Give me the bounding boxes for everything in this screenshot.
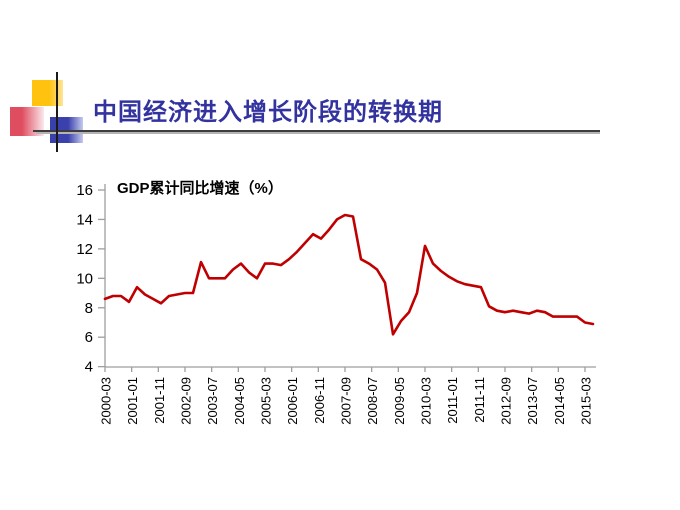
y-axis-label: 14: [76, 211, 93, 228]
x-axis-label: 2006-01: [285, 377, 300, 425]
y-axis-label: 6: [85, 329, 93, 346]
x-axis-label: 2001-01: [125, 377, 140, 425]
x-axis-label: 2012-09: [499, 377, 514, 425]
x-axis-label: 2002-09: [179, 377, 194, 425]
title-underline-shadow: [36, 132, 600, 134]
x-axis-label: 2009-05: [392, 377, 407, 425]
x-axis-label: 2011-01: [445, 377, 460, 424]
x-axis-label: 2007-09: [339, 377, 354, 425]
y-axis-label: 10: [76, 270, 93, 287]
y-axis-label: 8: [85, 300, 93, 317]
x-axis-label: 2004-05: [232, 377, 247, 425]
y-axis-label: 12: [76, 241, 93, 258]
x-axis-label: 2011-11: [472, 377, 487, 423]
title-underline: [33, 130, 600, 132]
x-axis-label: 2001-11: [152, 377, 167, 424]
y-axis-label: 4: [85, 359, 93, 376]
gdp-series-line: [103, 213, 595, 336]
x-axis-label: 2010-03: [419, 377, 434, 425]
x-axis-label: 2000-03: [99, 377, 114, 425]
decoration-vertical-line: [56, 72, 58, 152]
x-axis-label: 2003-07: [205, 377, 220, 425]
x-axis-label: 2006-11: [312, 377, 327, 424]
x-axis-label: 2014-05: [552, 377, 567, 425]
x-axis-label: 2013-07: [525, 377, 540, 425]
chart-title: GDP累计同比增速（%）: [117, 180, 283, 197]
page-title: 中国经济进入增长阶段的转换期: [93, 100, 443, 126]
x-axis-label: 2008-07: [365, 377, 380, 425]
x-axis-label: 2015-03: [579, 377, 594, 425]
x-axis-label: 2005-03: [259, 377, 274, 425]
y-axis-label: 16: [76, 182, 93, 199]
